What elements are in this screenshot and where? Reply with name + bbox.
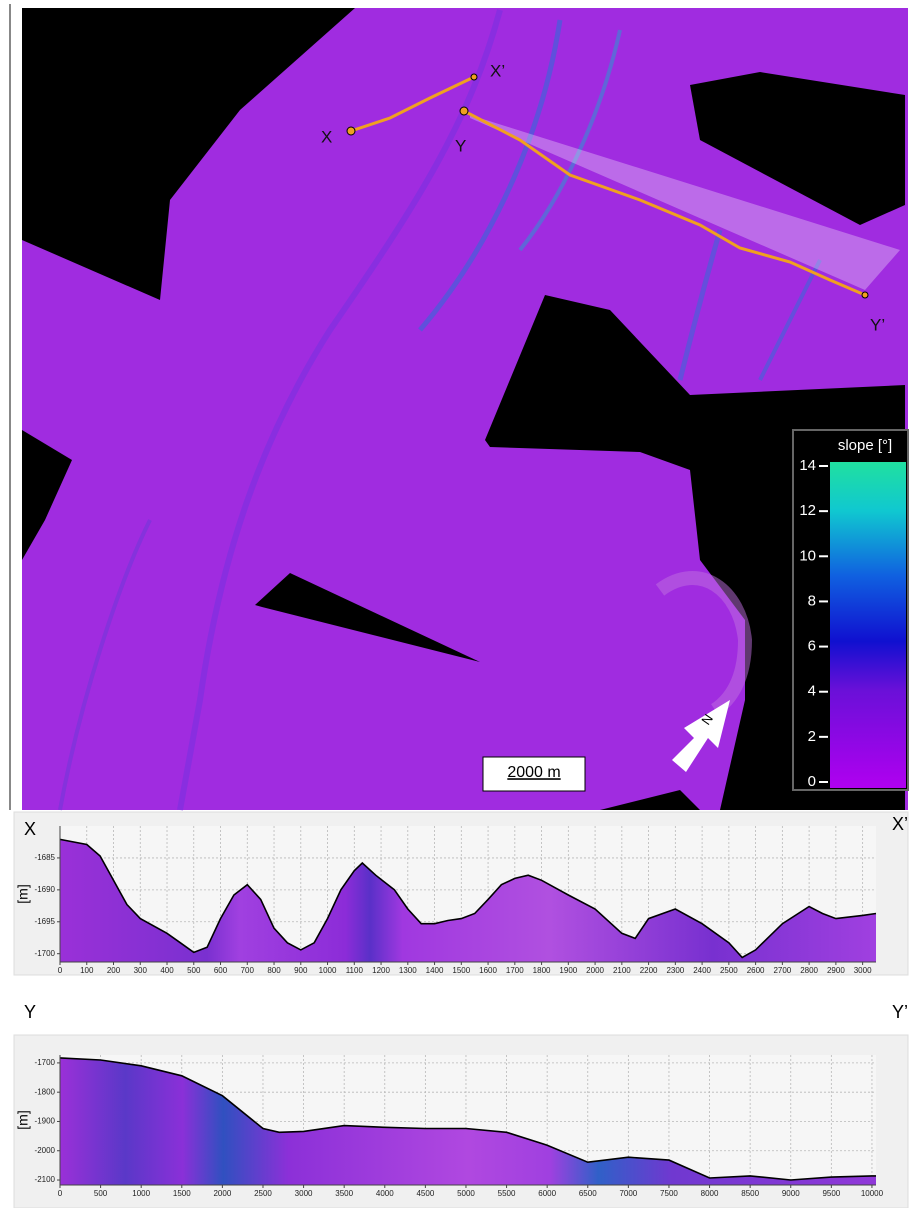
x-tick-label: 4000 [376, 1189, 394, 1198]
profile-end [347, 127, 355, 135]
page: { "map": { "markers": {"x_start": "X", "… [0, 0, 910, 1208]
x-tick-label: 600 [214, 966, 228, 975]
y-tick-label: -1690 [35, 885, 56, 894]
colorbar-tick-label: 14 [799, 457, 816, 474]
profile-end-label: X’ [892, 814, 908, 834]
x-tick-label: 9500 [822, 1189, 840, 1198]
x-tick-label: 8500 [741, 1189, 759, 1198]
profile-label: X [321, 127, 332, 146]
x-tick-label: 500 [94, 1189, 108, 1198]
colorbar-tick-label: 2 [808, 728, 816, 745]
x-tick-label: 1800 [533, 966, 551, 975]
x-tick-label: 2100 [613, 966, 631, 975]
x-tick-label: 9000 [782, 1189, 800, 1198]
x-tick-label: 5500 [498, 1189, 516, 1198]
x-tick-label: 900 [294, 966, 308, 975]
x-tick-label: 300 [134, 966, 148, 975]
x-tick-label: 7000 [619, 1189, 637, 1198]
profile-end [862, 292, 868, 298]
y-tick-label: -1685 [35, 853, 56, 862]
x-tick-label: 2900 [827, 966, 845, 975]
y-tick-label: -1700 [35, 1058, 56, 1067]
x-tick-label: 7500 [660, 1189, 678, 1198]
x-tick-label: 1500 [173, 1189, 191, 1198]
x-tick-label: 1400 [426, 966, 444, 975]
x-tick-label: 6500 [579, 1189, 597, 1198]
colorbar-tick-label: 10 [799, 547, 816, 564]
x-tick-label: 2500 [254, 1189, 272, 1198]
x-tick-label: 6000 [538, 1189, 556, 1198]
x-tick-label: 1100 [346, 966, 364, 975]
colorbar-tick-label: 4 [808, 683, 816, 700]
x-tick-label: 400 [160, 966, 174, 975]
x-tick-label: 1600 [479, 966, 497, 975]
x-tick-label: 1500 [452, 966, 470, 975]
x-tick-label: 1900 [559, 966, 577, 975]
x-tick-label: 2700 [773, 966, 791, 975]
y-tick-label: -2100 [35, 1175, 56, 1184]
scale-bar: 2000 m [507, 764, 560, 781]
figure: X X’ Y Y’ 2000 m N slope [°] 02468101214… [0, 0, 910, 1208]
x-tick-label: 10000 [861, 1189, 884, 1198]
profile-start-label: X [24, 819, 36, 839]
x-tick-label: 200 [107, 966, 121, 975]
profile-end [471, 74, 477, 80]
x-tick-label: 800 [267, 966, 281, 975]
x-tick-label: 3000 [854, 966, 872, 975]
x-tick-label: 500 [187, 966, 201, 975]
y-tick-label: -1700 [35, 949, 56, 958]
y-axis-label: [m] [15, 1110, 31, 1129]
x-tick-label: 1200 [372, 966, 390, 975]
x-tick-label: 1000 [319, 966, 337, 975]
x-tick-label: 2800 [800, 966, 818, 975]
y-axis-label: [m] [15, 884, 31, 903]
profile-start-label: Y [24, 1002, 36, 1022]
x-tick-label: 0 [58, 1189, 63, 1198]
y-tick-label: -2000 [35, 1146, 56, 1155]
colorbar [830, 462, 906, 788]
x-tick-label: 2200 [640, 966, 658, 975]
x-tick-label: 700 [241, 966, 255, 975]
profile-label: Y [455, 136, 466, 155]
x-tick-label: 4500 [416, 1189, 434, 1198]
x-tick-label: 1700 [506, 966, 524, 975]
y-tick-label: -1900 [35, 1117, 56, 1126]
y-tick-label: -1800 [35, 1087, 56, 1096]
x-tick-label: 2500 [720, 966, 738, 975]
x-tick-label: 1300 [399, 966, 417, 975]
y-tick-label: -1695 [35, 917, 56, 926]
profile-end-label: Y’ [892, 1002, 908, 1022]
colorbar-tick-label: 0 [808, 773, 816, 790]
colorbar-tick-label: 6 [808, 638, 816, 655]
x-tick-label: 100 [80, 966, 94, 975]
colorbar-title: slope [°] [838, 437, 892, 454]
x-tick-label: 2000 [213, 1189, 231, 1198]
x-tick-label: 1000 [132, 1189, 150, 1198]
x-tick-label: 8000 [701, 1189, 719, 1198]
x-tick-label: 2400 [693, 966, 711, 975]
map: X X’ Y Y’ 2000 m N slope [°] [0, 0, 910, 812]
x-tick-label: 2600 [747, 966, 765, 975]
x-tick-label: 3000 [295, 1189, 313, 1198]
profile-label: Y’ [870, 315, 885, 334]
profile-label: X’ [490, 61, 505, 80]
x-tick-label: 5000 [457, 1189, 475, 1198]
x-tick-label: 0 [58, 966, 63, 975]
profile-end [460, 107, 468, 115]
colorbar-tick-label: 12 [799, 502, 816, 519]
x-tick-label: 2000 [586, 966, 604, 975]
colorbar-tick-label: 8 [808, 592, 816, 609]
x-tick-label: 2300 [666, 966, 684, 975]
x-tick-label: 3500 [335, 1189, 353, 1198]
